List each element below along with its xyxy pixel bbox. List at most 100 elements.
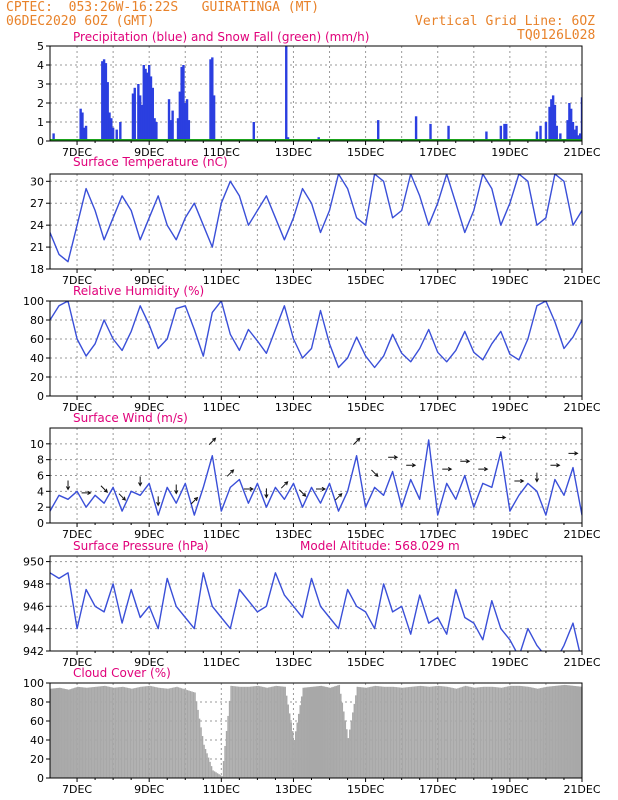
cloud-cover-bar bbox=[433, 686, 435, 778]
pressure-ytick-label: 944 bbox=[23, 623, 44, 636]
cloud-cover-bar bbox=[69, 689, 72, 778]
cloud-cover-bar bbox=[306, 687, 309, 778]
cloud-cover-bar bbox=[96, 686, 99, 778]
cloud-cover-bar bbox=[331, 687, 333, 778]
cloud-cover-bar bbox=[218, 774, 220, 778]
cloud-cover-bar bbox=[81, 687, 84, 778]
cloud-cover-bar bbox=[149, 685, 151, 778]
cloud-cover-bar bbox=[111, 687, 114, 778]
cloud-cover-bar bbox=[57, 687, 60, 778]
cloud-cover-bar bbox=[117, 687, 120, 778]
precip-bar bbox=[84, 125, 88, 141]
cloud-cover-bar bbox=[243, 686, 246, 778]
cloud-cover-bar bbox=[309, 686, 312, 778]
cloud-cover-bar bbox=[343, 711, 345, 778]
wind-direction-arrow bbox=[353, 437, 361, 445]
cloud-title: Cloud Cover (%) bbox=[73, 666, 171, 680]
cloud-cover-bar bbox=[63, 688, 66, 778]
precip-xtick-label: 17DEC bbox=[419, 146, 456, 159]
cloud-ytick-label: 100 bbox=[23, 677, 44, 690]
cloud-cover-bar bbox=[326, 687, 329, 778]
rh-ytick-label: 100 bbox=[23, 295, 44, 308]
precip-marks bbox=[50, 46, 582, 141]
wind-direction-arrow bbox=[442, 467, 453, 472]
cloud-cover-bar bbox=[539, 688, 542, 778]
cloud-cover-bar bbox=[394, 686, 396, 778]
rh-title: Relative Humidity (%) bbox=[73, 284, 205, 298]
cloud-cover-bar bbox=[303, 687, 306, 778]
cloud-cover-bar bbox=[153, 686, 156, 778]
cloud-cover-bar bbox=[496, 687, 498, 778]
precip-bar bbox=[551, 95, 555, 141]
wind-marks bbox=[50, 435, 582, 516]
precip-bar bbox=[544, 122, 548, 141]
temp-xtick-label: 9DEC bbox=[134, 274, 164, 287]
precip-bar bbox=[539, 125, 542, 141]
wind-direction-arrow bbox=[335, 492, 343, 501]
cloud-cover-bar bbox=[455, 688, 458, 778]
header-location: CPTEC: 053:26W-16:22S GUIRATINGA (MT) bbox=[6, 0, 320, 15]
precip-bar bbox=[104, 63, 108, 141]
cloud-cover-bar bbox=[179, 687, 181, 778]
cloud-cover-bar bbox=[174, 687, 177, 778]
temp-frame bbox=[49, 173, 583, 270]
cloud-cover-bar bbox=[491, 686, 494, 778]
cloud-cover-bar bbox=[368, 687, 371, 778]
cloud-cover-bar bbox=[322, 686, 324, 778]
cloud-cover-bar bbox=[478, 687, 480, 778]
cloud-cover-bar bbox=[577, 686, 579, 778]
wind-frame bbox=[49, 427, 583, 524]
wind-xtick-label: 21DEC bbox=[563, 528, 600, 541]
cloud-cover-bar bbox=[83, 687, 85, 778]
cloud-cover-bar bbox=[562, 685, 564, 778]
wind-direction-arrow bbox=[550, 463, 561, 468]
cloud-cover-bar bbox=[448, 687, 450, 778]
precip-bar bbox=[140, 104, 144, 141]
precip-bar bbox=[106, 82, 109, 141]
precip-xtick-label: 7DEC bbox=[62, 146, 92, 159]
cloud-cover-bar bbox=[431, 686, 434, 778]
cloud-cover-bar bbox=[171, 687, 174, 778]
precip-ytick-label: 2 bbox=[37, 97, 44, 110]
cloud-cover-bar bbox=[325, 686, 327, 778]
rh-ytick-label: 0 bbox=[37, 390, 44, 403]
cloud-cover-bar bbox=[284, 686, 286, 778]
cloud-frame bbox=[49, 682, 583, 779]
cloud-cover-bar bbox=[392, 686, 395, 778]
cloud-cover-bar bbox=[407, 687, 410, 778]
wind-title: Surface Wind (m/s) bbox=[73, 411, 188, 425]
cloud-cover-bar bbox=[485, 686, 488, 778]
cloud-cover-bar bbox=[469, 686, 471, 778]
cloud-xtick-label: 11DEC bbox=[203, 783, 240, 796]
cloud-cover-bar bbox=[293, 740, 295, 778]
cloud-cover-bar bbox=[376, 686, 378, 778]
pressure-xtick-label: 19DEC bbox=[491, 656, 528, 669]
cloud-cover-bar bbox=[119, 687, 121, 778]
cloud-cover-bar bbox=[578, 686, 581, 778]
cloud-cover-bar bbox=[159, 687, 162, 778]
precip-bar bbox=[182, 65, 185, 141]
cloud-cover-bar bbox=[128, 688, 130, 778]
cloud-cover-bar bbox=[225, 730, 228, 778]
temp-xtick-label: 19DEC bbox=[491, 274, 528, 287]
cloud-cover-bar bbox=[490, 686, 492, 778]
cloud-cover-bar bbox=[245, 686, 247, 778]
cloud-cover-bar bbox=[380, 686, 383, 778]
cloud-cover-bar bbox=[464, 685, 467, 778]
cloud-cover-bar bbox=[299, 705, 301, 778]
rh-xtick-label: 19DEC bbox=[491, 401, 528, 414]
cloud-cover-bar bbox=[272, 686, 274, 778]
wind-ytick-label: 0 bbox=[37, 517, 44, 530]
cloud-cover-bar bbox=[150, 686, 153, 778]
precip-bar bbox=[184, 103, 187, 141]
cloud-cover-bar bbox=[135, 687, 138, 778]
precip-bar bbox=[566, 120, 569, 141]
cloud-cover-bar bbox=[424, 686, 426, 778]
cloud-cover-bar bbox=[346, 729, 348, 778]
cloud-cover-bar bbox=[452, 688, 455, 778]
cloud-cover-bar bbox=[449, 687, 452, 778]
cloud-cover-bar bbox=[308, 687, 310, 778]
cloud-xtick-label: 13DEC bbox=[275, 783, 312, 796]
cloud-cover-bar bbox=[500, 687, 503, 778]
